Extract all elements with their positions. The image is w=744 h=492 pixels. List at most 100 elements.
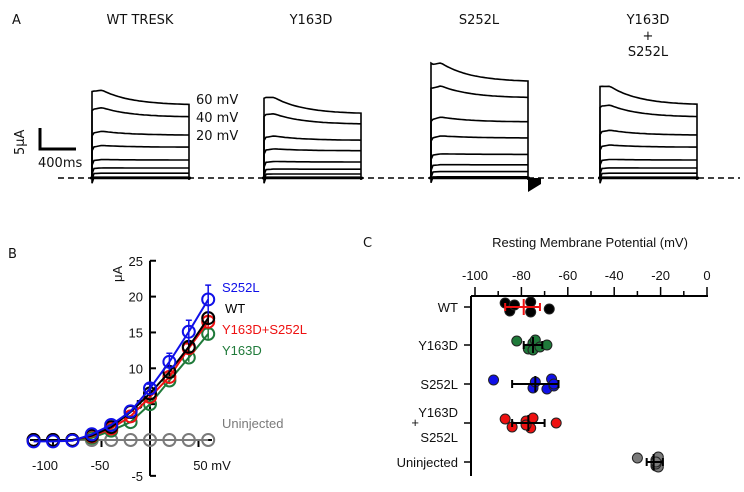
b-legend-combo: Y163D+S252L	[222, 322, 307, 337]
b-xtick-label: -100	[32, 458, 58, 473]
c-xtick-label: -100	[462, 268, 488, 283]
current-trace-3-6	[599, 172, 697, 180]
b-ylabel: μA	[110, 266, 125, 282]
current-trace-1-6	[263, 173, 361, 181]
c-category-label: S252L	[420, 430, 458, 445]
current-trace-1-3	[263, 148, 361, 178]
b-legend-y163d: Y163D	[222, 343, 262, 358]
b-ytick-label: 15	[129, 325, 143, 340]
b-series-line-wt	[33, 317, 210, 441]
scale-bar-x-label: 400ms	[38, 156, 82, 171]
c-xtick-label: -40	[605, 268, 624, 283]
c-point-uninjected	[631, 452, 643, 464]
c-category-label: Y163D	[418, 405, 458, 420]
c-xtick-label: -60	[558, 268, 577, 283]
c-xtick-label: -20	[651, 268, 670, 283]
current-trace-3-2	[599, 129, 697, 178]
current-trace-2-4	[430, 153, 528, 178]
panel-label-a: A	[12, 13, 21, 28]
b-legend-uninjected: Uninjected	[222, 416, 283, 431]
b-ytick-label: 10	[129, 361, 143, 376]
b-point-s252l	[181, 324, 196, 339]
b-error-bar	[185, 319, 192, 344]
c-xtick-label: 0	[703, 268, 710, 283]
c-xtick-label: -80	[512, 268, 531, 283]
c-category-label: Uninjected	[397, 455, 458, 470]
b-point-s252l	[143, 381, 157, 396]
b-xtick-label: -50	[91, 458, 110, 473]
c-category-label: Y163D	[418, 338, 458, 353]
current-trace-2-2	[430, 116, 528, 178]
b-legend-wt: WT	[225, 301, 245, 316]
group-label-combo-3: S252L	[628, 45, 669, 60]
c-category-label: S252L	[420, 377, 458, 392]
c-mean-sd-bar	[511, 415, 546, 431]
current-trace-1-4	[263, 160, 361, 178]
b-point-uninjected	[181, 433, 196, 447]
current-trace-2-5	[430, 163, 528, 178]
group-label-s252l: S252L	[459, 13, 500, 28]
current-trace-2-3	[430, 135, 528, 178]
b-series	[26, 284, 216, 449]
voltage-label-40: 40 mV	[196, 111, 238, 126]
c-point-y163d	[541, 339, 553, 351]
b-legend-s252l: S252L	[222, 280, 260, 295]
c-title: Resting Membrane Potential (mV)	[492, 235, 688, 250]
current-trace-3-5	[599, 167, 697, 178]
c-mean-sd-bar	[511, 376, 560, 392]
c-point-s252l	[488, 374, 500, 386]
current-trace-1-0	[263, 96, 362, 180]
current-trace-0-1	[91, 106, 190, 178]
current-trace-1-5	[263, 168, 361, 178]
current-trace-3-3	[599, 144, 697, 178]
c-mean-sd-bar	[504, 299, 541, 315]
c-axes: -100 -80 -60 -40 -20 0WTY163DS252LY163D+S252L…	[397, 268, 711, 476]
current-trace-0-5	[91, 167, 189, 178]
current-trace-0-4	[91, 158, 189, 178]
b-series-line-combo	[33, 321, 210, 441]
current-trace-2-0	[430, 61, 529, 180]
current-trace-3-1	[599, 104, 698, 178]
b-point-s252l	[123, 404, 138, 419]
group-label-combo-2: +	[643, 29, 654, 44]
current-trace-2-6	[430, 170, 528, 178]
b-error-bar	[147, 383, 153, 393]
c-mean-sd-bar	[645, 454, 664, 470]
c-category-label: +	[411, 415, 419, 430]
current-trace-0-0	[91, 89, 190, 180]
panel-a: A WT TRESK Y163D S252L Y163D + S252L 60 …	[12, 13, 740, 192]
current-trace-1-1	[263, 112, 361, 178]
b-point-s252l	[26, 434, 41, 449]
c-point-wt	[543, 303, 555, 315]
group-label-wt: WT TRESK	[107, 13, 174, 28]
current-trace-3-0	[599, 85, 698, 180]
voltage-label-20: 20 mV	[196, 129, 238, 144]
panel-c: C Resting Membrane Potential (mV) -100 -8…	[363, 235, 711, 476]
c-point-y163d	[511, 335, 523, 347]
current-trace-0-2	[91, 130, 189, 178]
b-point-uninjected	[162, 433, 177, 447]
b-legend: Uninjected Y163D Y163D+S252L WT S252L	[222, 280, 307, 431]
c-points	[488, 296, 664, 473]
c-point-combo	[550, 417, 562, 429]
b-xtick-label: 50 mV	[193, 458, 231, 473]
current-traces	[90, 61, 699, 192]
b-ytick-label: -5	[131, 469, 143, 484]
b-point-uninjected	[143, 433, 157, 447]
current-trace-1-2	[263, 135, 362, 178]
b-point-s252l	[201, 292, 216, 307]
c-category-label: WT	[438, 300, 458, 315]
b-point-s252l	[46, 434, 60, 449]
current-trace-3-4	[599, 158, 697, 178]
b-series-line-s252l	[33, 298, 210, 443]
b-point-uninjected	[201, 433, 216, 447]
c-point-wt	[508, 299, 520, 311]
b-error-bar	[205, 284, 212, 314]
panel-label-c: C	[363, 236, 372, 251]
scale-bar	[38, 128, 76, 151]
scale-bar-y-label: 5μA	[13, 129, 28, 155]
b-ytick-label: 25	[129, 254, 143, 269]
c-point-wt	[525, 306, 537, 318]
